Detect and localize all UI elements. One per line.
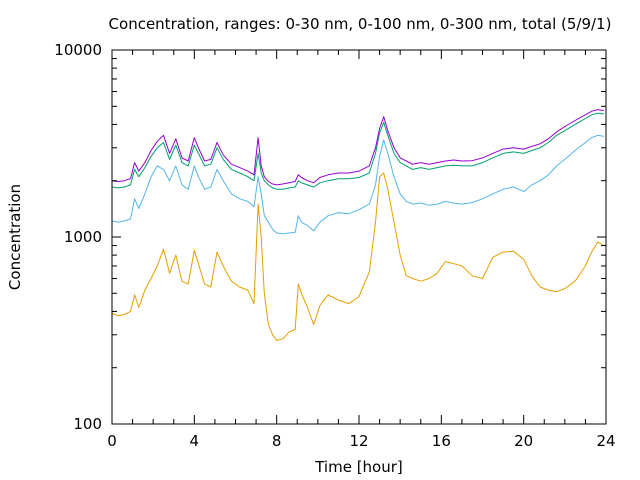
series-line-1 bbox=[111, 172, 605, 341]
x-tick-label: 20 bbox=[514, 432, 533, 450]
x-tick-label: 16 bbox=[432, 432, 451, 450]
tick-layer bbox=[111, 49, 607, 425]
x-tick-label: 0 bbox=[107, 432, 117, 450]
y-axis-label: Concentration bbox=[6, 184, 24, 290]
chart-title: Concentration, ranges: 0-30 nm, 0-100 nm… bbox=[109, 15, 612, 33]
series-line-4 bbox=[111, 109, 604, 186]
x-tick-label: 4 bbox=[190, 432, 200, 450]
y-tick-label: 10000 bbox=[54, 41, 102, 59]
x-tick-label: 24 bbox=[596, 432, 615, 450]
y-tick-label: 1000 bbox=[64, 228, 102, 246]
series-line-3 bbox=[111, 112, 604, 190]
series-line-2 bbox=[111, 134, 604, 235]
x-axis-label: Time [hour] bbox=[314, 458, 403, 476]
x-tick-label: 8 bbox=[272, 432, 282, 450]
tick-label-layer: 0 4 8 12 16 20 24 100 1000 10000 bbox=[54, 41, 615, 450]
plot-frame bbox=[111, 49, 607, 425]
series-layer bbox=[111, 109, 605, 341]
x-tick-label: 12 bbox=[349, 432, 368, 450]
y-tick-label: 100 bbox=[73, 415, 102, 433]
